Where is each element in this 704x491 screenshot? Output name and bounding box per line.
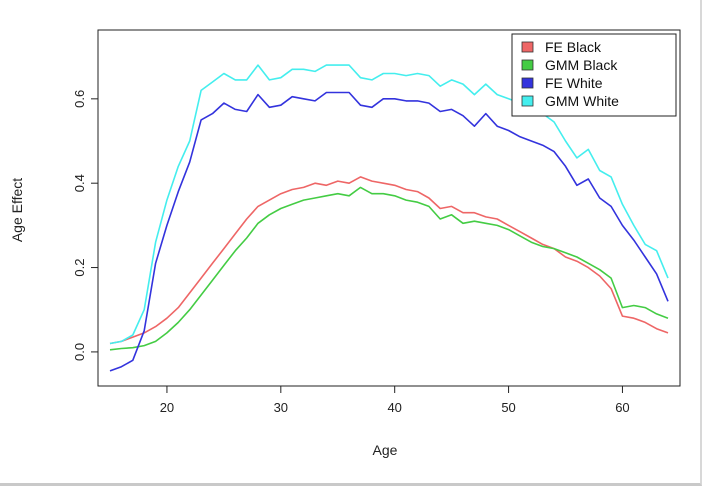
x-tick-label: 50 — [501, 400, 515, 415]
x-axis: 20 30 40 50 60 — [160, 385, 630, 415]
legend-label-fe-black: FE Black — [545, 39, 602, 55]
legend-swatch-fe-black — [521, 41, 534, 53]
x-axis-title: Age — [373, 442, 398, 458]
y-tick-label: 0.6 — [72, 90, 87, 108]
x-tick-label: 60 — [615, 400, 629, 415]
legend-swatch-gmm-black — [521, 59, 534, 71]
legend-swatch-gmm-white — [521, 95, 534, 107]
x-tick-label: 20 — [160, 400, 174, 415]
series-line-gmm-white — [109, 64, 669, 345]
legend-label-gmm-black: GMM Black — [545, 57, 618, 73]
y-axis: 0.0 0.2 0.4 0.6 — [72, 90, 99, 361]
series-line-fe-black — [109, 176, 669, 345]
legend: FE Black GMM Black FE White GMM White — [511, 33, 677, 117]
y-tick-label: 0.0 — [72, 343, 87, 361]
y-tick-label: 0.4 — [72, 174, 87, 192]
x-tick-label: 30 — [274, 400, 288, 415]
legend-box — [511, 33, 677, 117]
series-line-fe-white — [109, 91, 669, 372]
legend-label-gmm-white: GMM White — [545, 93, 619, 109]
series-group — [109, 64, 669, 372]
legend-label-fe-white: FE White — [545, 75, 603, 91]
legend-swatch-fe-white — [521, 77, 534, 89]
y-axis-title: Age Effect — [9, 178, 25, 242]
series-line-gmm-black — [109, 186, 669, 351]
x-tick-label: 40 — [387, 400, 401, 415]
y-tick-label: 0.2 — [72, 259, 87, 277]
